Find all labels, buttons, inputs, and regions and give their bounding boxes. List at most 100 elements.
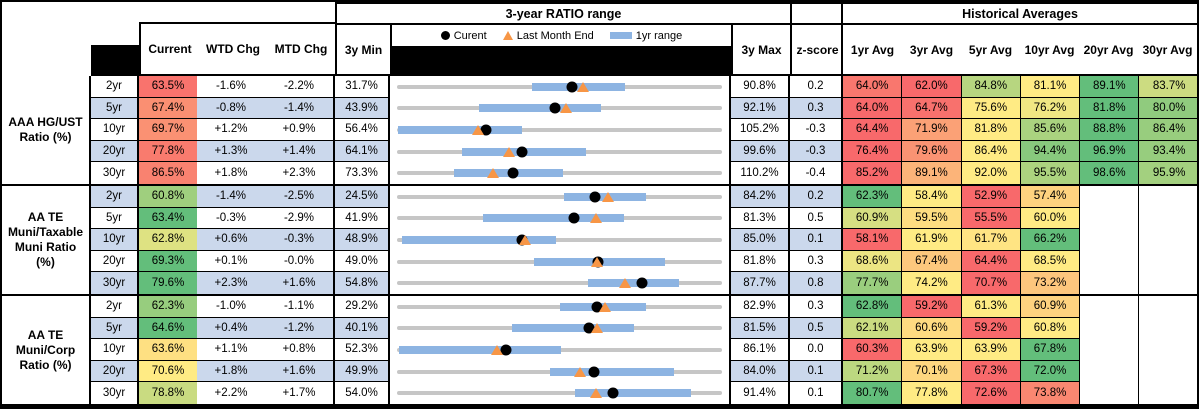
3y-max-cell: 110.2%: [731, 162, 790, 184]
avg-cell-empty: [1139, 382, 1197, 404]
avg-cell-empty: [1080, 317, 1140, 340]
3y-min-cell: 56.4%: [335, 119, 390, 141]
avg-cell: 62.3%: [843, 186, 903, 208]
avg-cell: 81.1%: [1020, 76, 1081, 98]
range-track: [397, 391, 722, 396]
avg-cell-empty: [1139, 186, 1197, 208]
current-column-header: Current: [148, 42, 192, 56]
3y-max-cell: 81.8%: [731, 250, 790, 273]
1yr-range-bar: [401, 235, 557, 244]
range-chart-header: Curent Last Month End 1yr range: [390, 23, 733, 76]
avg-cell: 71.2%: [843, 360, 903, 383]
avg-cell: 73.2%: [1020, 272, 1081, 294]
z-score-cell: 0.1: [790, 360, 843, 383]
group-label-line: Ratio (%): [19, 130, 72, 144]
avg-cell-empty: [1139, 317, 1197, 340]
avg-cell-empty: [1139, 250, 1197, 273]
avg-cell: 64.0%: [843, 76, 903, 98]
3y-min-column-header: 3y Min: [335, 23, 392, 76]
range-track: [397, 127, 722, 132]
avg-cell: 85.2%: [843, 162, 903, 184]
3y-min-cell: 41.9%: [335, 207, 390, 230]
avg-cell: 89.1%: [902, 162, 962, 184]
z-score-cell: -0.3: [790, 140, 843, 163]
last-month-end-triangle: [518, 234, 531, 245]
group-label-line: Ratio (%): [19, 357, 72, 372]
avg-cell-empty: [1139, 339, 1197, 361]
avg-cell: 95.5%: [1020, 162, 1081, 184]
range-chart-cell: [390, 272, 731, 294]
avg-cell: 77.7%: [843, 272, 903, 294]
wtd-chg-cell: +1.8%: [214, 167, 248, 180]
avg-header-3yr: 3yr Avg: [909, 42, 954, 57]
range-track-area: [397, 272, 722, 294]
3y-max-cell: 82.9%: [731, 296, 790, 318]
avg-cell: 62.0%: [902, 76, 962, 98]
mtd-chg-cell: +0.8%: [265, 339, 335, 361]
current-value-cell: 67.4%: [139, 97, 197, 120]
current-dot: [549, 102, 561, 114]
mtd-chg-cell: +2.3%: [265, 162, 335, 184]
z-score-cell: 0.3: [790, 296, 843, 318]
3y-max-cell: 84.2%: [731, 186, 790, 208]
3y-max-cell: 86.1%: [731, 339, 790, 361]
current-dot: [591, 301, 603, 313]
avg-cell-empty: [1139, 229, 1197, 251]
current-dot: [507, 167, 519, 179]
wtd-chg-cell: +1.1%: [197, 339, 265, 361]
avg-cell: 64.4%: [843, 119, 903, 141]
z-score-cell: 0.1: [790, 229, 843, 251]
current-value-cell: 64.6%: [139, 317, 197, 340]
3y-max-cell: 92.1%: [731, 97, 790, 120]
current-value-cell: 70.6%: [139, 360, 197, 383]
last-month-end-triangle: [573, 366, 586, 377]
avg-cell: 64.4%: [961, 250, 1021, 273]
3y-max-cell: 91.4%: [731, 382, 790, 404]
avg-header-30yr: 30yr Avg: [1142, 42, 1193, 57]
mtd-chg-cell: +1.7%: [265, 382, 335, 404]
avg-cell-empty: [1080, 207, 1140, 230]
legend-last-month-end-label: Last Month End: [516, 29, 594, 42]
avg-cell: 83.7%: [1139, 76, 1197, 98]
current-value-cell: 77.8%: [139, 140, 197, 163]
tenor-cell: 10yr: [91, 229, 139, 251]
tenor-cell: 10yr: [91, 119, 139, 141]
range-track-area: [397, 141, 722, 163]
legend-current-label: Curent: [453, 29, 487, 42]
3y-max-cell: 87.7%: [731, 272, 790, 294]
avg-cell: 57.4%: [1020, 186, 1081, 208]
group-rows: 2yr 60.8% -1.4% -2.5% 24.5% 84.2% 0.2 62.3% 58.4…: [91, 186, 1197, 294]
1yr-range-bar-icon: [609, 32, 632, 39]
wtd-chg-cell: -0.3%: [197, 208, 265, 230]
mtd-chg-cell: -1.1%: [265, 296, 335, 318]
avg-cell: 64.0%: [843, 97, 903, 120]
current-value-cell: 62.8%: [139, 229, 197, 251]
avg-cell: 59.5%: [902, 207, 962, 230]
3y-min-cell: 73.3%: [335, 162, 390, 184]
3y-min-cell: 54.8%: [335, 272, 390, 294]
avg-cell: 76.2%: [1020, 97, 1081, 120]
avg-cell: 80.7%: [843, 382, 903, 404]
avg-cell: 60.0%: [1020, 207, 1081, 230]
avg-cell: 72.0%: [1020, 360, 1081, 383]
avg-cell: 96.9%: [1080, 140, 1140, 163]
z-score-cell: 0.3: [790, 250, 843, 273]
range-chart-cell: [390, 76, 731, 98]
group-label-line: AA TE: [27, 327, 64, 342]
1yr-range-bar: [511, 324, 635, 333]
table-row: 20yr 77.8% +1.3% +1.4% 64.1% 99.6% -0.3 76.4% 79…: [91, 140, 1197, 163]
avg-cell: 62.8%: [843, 296, 903, 318]
avg-cell-empty: [1139, 296, 1197, 318]
avg-cell: 63.9%: [961, 339, 1021, 361]
tenor-cell: 10yr: [91, 339, 139, 361]
table-row: 30yr 78.8% +2.2% +1.7% 54.0% 91.4% 0.1 80.7% 77.…: [91, 382, 1197, 404]
group-label: AAA HG/UST Ratio (%): [2, 76, 91, 184]
tenor-cell: 30yr: [91, 272, 139, 294]
current-dot: [566, 81, 578, 93]
z-score-cell: 0.2: [790, 76, 843, 98]
avg-cell: 61.7%: [961, 229, 1021, 251]
1yr-range-bar: [398, 345, 562, 354]
mtd-chg-cell: -1.4%: [265, 97, 335, 120]
table-row: 5yr 64.6% +0.4% -1.2% 40.1% 81.5% 0.5 62.1% 60.6…: [91, 317, 1197, 340]
last-month-end-triangle: [576, 81, 589, 92]
